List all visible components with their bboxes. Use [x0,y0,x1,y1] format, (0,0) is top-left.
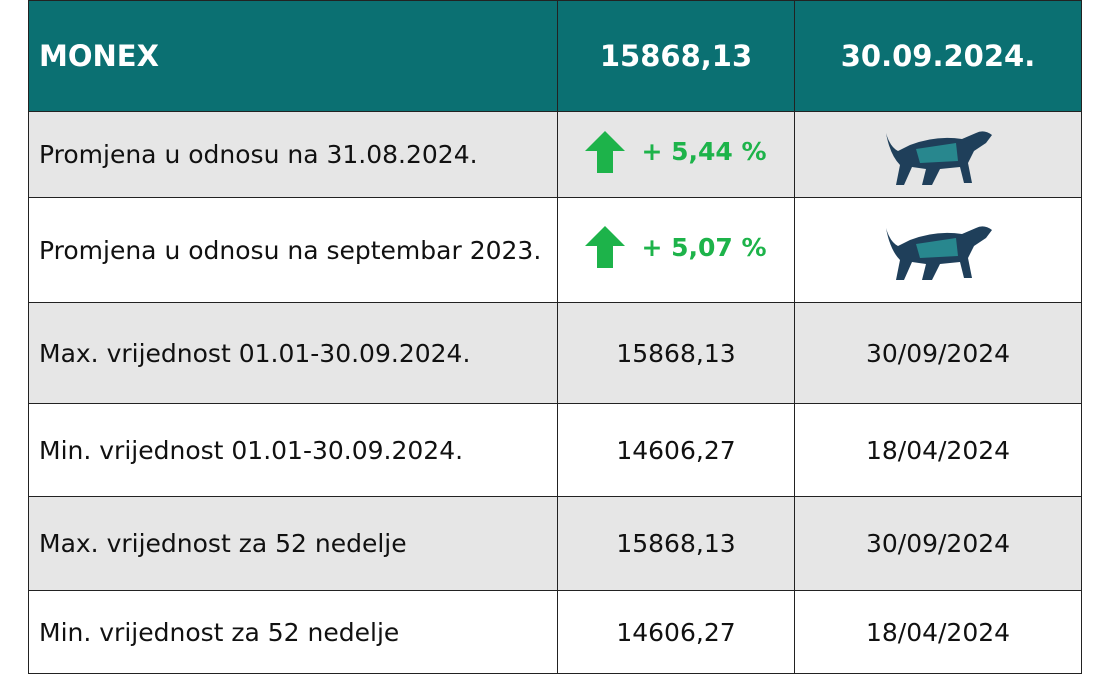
table-cell: + 5,07 % [557,197,795,303]
table-row: Promjena u odnosu na 31.08.2024. + 5,44 … [28,111,1082,198]
up-arrow [585,130,626,173]
table-cell: 15868,13 [557,496,795,591]
table-row: Promjena u odnosu na septembar 2023. + 5… [28,197,1082,303]
change-text: + 5,44 % [641,137,767,166]
header-cell: MONEX [28,0,558,112]
table-cell: Min. vrijednost 01.01-30.09.2024. [28,403,558,497]
table-cell: Max. vrijednost za 52 nedelje [28,496,558,591]
table-cell: 15868,13 [557,302,795,404]
change-value: + 5,44 % [585,130,767,173]
table-cell: 30/09/2024 [794,302,1082,404]
table-row: Max. vrijednost za 52 nedelje 15868,13 30/… [28,496,1082,591]
table-row: Min. vrijednost 01.01-30.09.2024. 14606,2… [28,403,1082,497]
table-cell [794,111,1082,198]
change-value: + 5,07 % [585,226,767,268]
change-text: + 5,07 % [641,232,767,262]
table-cell: 30/09/2024 [794,496,1082,591]
monex-table: MONEX 15868,13 30.09.2024. Promjena u odnos… [28,0,1082,674]
table-cell: 14606,27 [557,590,795,674]
table-cell: Min. vrijednost za 52 nedelje [28,590,558,674]
header-cell: 30.09.2024. [794,0,1082,112]
table-cell: Promjena u odnosu na 31.08.2024. [28,111,558,198]
table-cell: Max. vrijednost 01.01-30.09.2024. [28,302,558,404]
header-cell: 15868,13 [557,0,795,112]
bull-icon [886,226,992,280]
bull-icon [886,130,992,185]
table-cell: 18/04/2024 [794,590,1082,674]
table-cell: Promjena u odnosu na septembar 2023. [28,197,558,303]
table-cell [794,197,1082,303]
table-row: Min. vrijednost za 52 nedelje 14606,27 18/… [28,590,1082,674]
table-cell: 14606,27 [557,403,795,497]
up-arrow [585,226,626,268]
table-cell: 18/04/2024 [794,403,1082,497]
table-cell: + 5,44 % [557,111,795,198]
header-row: MONEX 15868,13 30.09.2024. [28,0,1082,112]
table-row: Max. vrijednost 01.01-30.09.2024. 15868,1… [28,302,1082,404]
